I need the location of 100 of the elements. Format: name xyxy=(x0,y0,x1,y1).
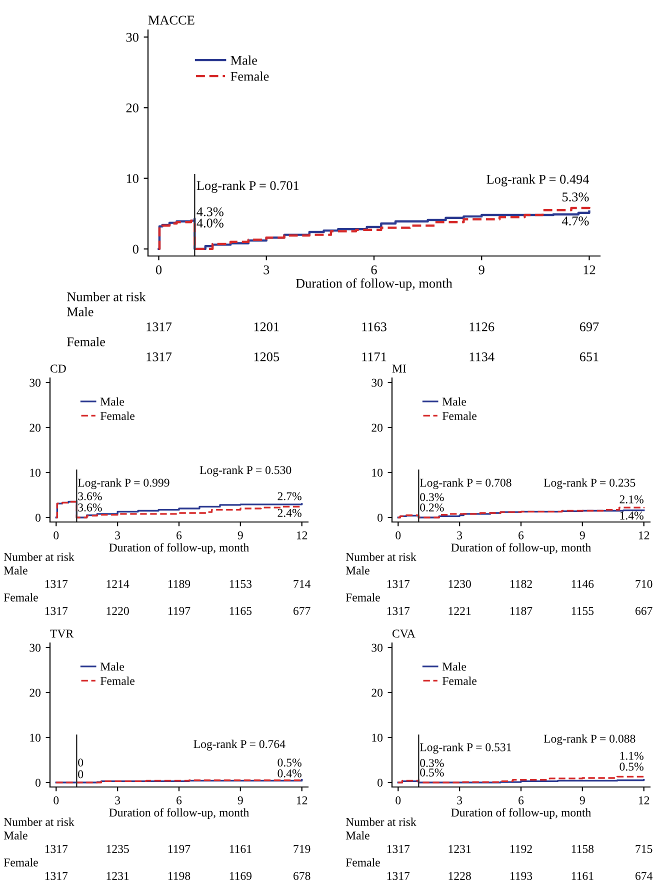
text: 1231 xyxy=(106,872,129,880)
y-tick-label: 30 xyxy=(30,644,41,652)
text: Male xyxy=(4,566,28,574)
text: 1317 xyxy=(45,872,68,880)
chart-title: CVA xyxy=(392,630,416,638)
annotation: Log-rank P = 0.708 xyxy=(420,478,512,490)
text: 697 xyxy=(580,322,599,332)
text: Female xyxy=(67,337,106,346)
text: 1317 xyxy=(387,872,410,880)
text: 1146 xyxy=(572,580,594,588)
text: 1317 xyxy=(45,845,68,853)
text: Male xyxy=(4,831,28,840)
x-tick-label: 12 xyxy=(584,265,596,274)
annotation: Log-rank P = 0.999 xyxy=(78,478,170,490)
y-tick-label: 30 xyxy=(30,378,41,387)
text: 678 xyxy=(294,872,310,880)
text: 651 xyxy=(580,352,598,362)
x-tick-label: 9 xyxy=(580,531,585,540)
x-tick-label: 0 xyxy=(156,265,162,274)
y-tick-label: 30 xyxy=(126,32,138,42)
x-tick-label: 12 xyxy=(296,531,308,540)
x-tick-label: 6 xyxy=(518,796,524,804)
x-tick-label: 9 xyxy=(238,796,243,804)
annotation: 4.3% xyxy=(196,207,224,216)
text: 1201 xyxy=(254,322,279,332)
text: Number at risk xyxy=(346,552,416,561)
legend-label: Female xyxy=(100,412,134,420)
chart-title: CD xyxy=(50,364,66,373)
x-tick-label: 0 xyxy=(396,531,401,540)
y-tick-label: 30 xyxy=(372,644,383,652)
x-tick-label: 9 xyxy=(580,796,585,804)
text: 1317 xyxy=(146,322,172,332)
y-tick-label: 30 xyxy=(372,378,383,387)
annotation: 0.5% xyxy=(420,768,444,777)
annotation: 0.5% xyxy=(620,762,644,771)
x-axis-title: Duration of follow-up, month xyxy=(451,543,592,554)
annotation: 3.6% xyxy=(78,503,102,512)
text: 1187 xyxy=(510,606,532,615)
y-tick-label: 10 xyxy=(30,734,41,742)
y-tick-label: 0 xyxy=(36,778,41,787)
text: 1205 xyxy=(254,352,280,362)
text: 1153 xyxy=(230,580,252,588)
x-tick-label: 6 xyxy=(371,265,377,274)
legend-label: Male xyxy=(100,662,124,671)
annotation: 2.1% xyxy=(620,495,644,504)
legend-label: Female xyxy=(230,72,269,81)
text: 1197 xyxy=(168,607,190,615)
text: Number at risk xyxy=(4,552,74,561)
x-tick-label: 6 xyxy=(176,531,182,540)
text: 677 xyxy=(294,607,310,615)
annotation: 0.5% xyxy=(278,758,302,767)
legend-label: Male xyxy=(442,397,466,406)
annotation: 0 xyxy=(78,770,84,778)
text: 1221 xyxy=(448,607,471,615)
annotation: Log-rank P = 0.494 xyxy=(486,174,590,186)
annotation: 1.1% xyxy=(620,752,644,760)
annotation: 0.4% xyxy=(278,769,302,778)
text: 1228 xyxy=(448,872,471,880)
annotation: 1.4% xyxy=(620,512,644,520)
y-tick-label: 10 xyxy=(126,174,138,184)
y-tick-label: 0 xyxy=(132,244,138,254)
text: 1317 xyxy=(45,580,68,588)
text: Number at risk xyxy=(67,292,146,302)
text: 1169 xyxy=(230,872,252,880)
x-axis-title: Duration of follow-up, month xyxy=(109,543,250,554)
text: 1163 xyxy=(362,322,386,332)
annotation: 4.7% xyxy=(562,216,589,226)
annotation: Log-rank P = 0.235 xyxy=(544,478,636,490)
y-tick-label: 20 xyxy=(126,103,138,112)
y-tick-label: 20 xyxy=(372,688,383,697)
text: Female xyxy=(346,858,380,866)
annotation: 2.4% xyxy=(278,508,302,517)
text: 1158 xyxy=(572,844,594,853)
text: 1126 xyxy=(470,322,494,332)
y-tick-label: 10 xyxy=(372,734,383,742)
text: 710 xyxy=(636,580,652,588)
legend-label: Female xyxy=(442,412,476,420)
x-axis-title: Duration of follow-up, month xyxy=(296,278,452,290)
annotation: 3.6% xyxy=(78,492,102,500)
text: 1193 xyxy=(510,872,532,880)
annotation: Log-rank P = 0.088 xyxy=(544,734,636,746)
annotation: 0.2% xyxy=(420,503,444,512)
annotation: Log-rank P = 0.530 xyxy=(200,466,292,477)
x-tick-label: 12 xyxy=(638,531,650,540)
x-tick-label: 9 xyxy=(238,531,243,540)
text: 714 xyxy=(294,580,311,588)
text: 1317 xyxy=(387,607,410,615)
x-tick-label: 0 xyxy=(396,796,401,804)
text: Male xyxy=(67,307,94,316)
y-tick-label: 20 xyxy=(30,688,41,697)
text: 719 xyxy=(294,845,310,853)
text: 1171 xyxy=(362,352,386,362)
text: 1155 xyxy=(572,607,594,615)
text: 1134 xyxy=(470,352,494,362)
x-tick-label: 0 xyxy=(54,531,59,540)
x-axis-title: Duration of follow-up, month xyxy=(451,808,592,819)
y-tick-label: 10 xyxy=(372,468,383,477)
y-tick-label: 0 xyxy=(36,514,41,522)
legend-label: Male xyxy=(230,56,257,65)
y-tick-label: 10 xyxy=(30,468,41,477)
